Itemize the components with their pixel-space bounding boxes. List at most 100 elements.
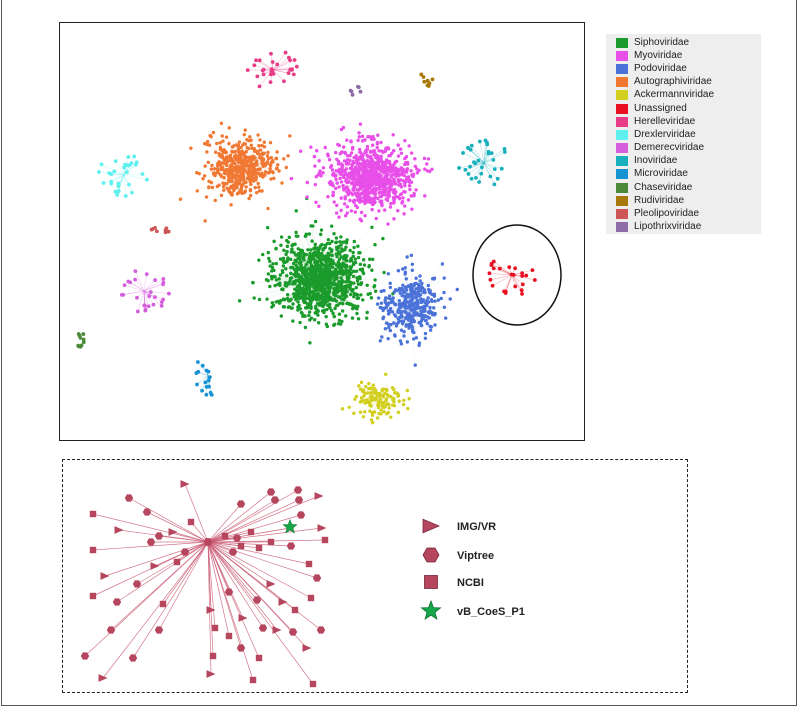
network-node bbox=[244, 155, 248, 160]
network-node bbox=[302, 314, 307, 318]
network-node bbox=[261, 252, 265, 257]
network-node bbox=[233, 168, 238, 173]
network-node bbox=[358, 187, 363, 191]
network-node bbox=[265, 154, 270, 158]
network-node bbox=[252, 155, 256, 159]
network-node bbox=[385, 178, 389, 183]
network-node bbox=[215, 167, 220, 171]
network-node bbox=[388, 153, 392, 158]
network-edge bbox=[511, 274, 516, 287]
network-node bbox=[329, 265, 334, 269]
network-node bbox=[340, 284, 344, 289]
network-node bbox=[341, 125, 346, 130]
network-node bbox=[372, 191, 376, 196]
network-node bbox=[337, 312, 342, 316]
network-node bbox=[380, 202, 384, 206]
network-node bbox=[365, 316, 369, 320]
network-node bbox=[308, 277, 313, 281]
network-node bbox=[306, 267, 311, 271]
network-node bbox=[387, 190, 391, 194]
network-node bbox=[330, 282, 335, 287]
network-node bbox=[415, 171, 420, 175]
network-node bbox=[308, 290, 312, 295]
network-node bbox=[331, 311, 335, 316]
network-node bbox=[324, 314, 328, 319]
network-node bbox=[352, 281, 356, 285]
network-node bbox=[389, 164, 393, 168]
network-node bbox=[345, 185, 349, 190]
network-node bbox=[296, 290, 301, 295]
network-node bbox=[311, 275, 315, 279]
network-node bbox=[195, 170, 199, 175]
network-node bbox=[351, 250, 355, 255]
network-node bbox=[342, 186, 346, 191]
network-node bbox=[297, 296, 301, 301]
network-node bbox=[231, 150, 235, 154]
network-node bbox=[232, 176, 237, 180]
network-node bbox=[353, 210, 358, 214]
network-node bbox=[251, 176, 256, 180]
network-node bbox=[273, 275, 277, 279]
network-node bbox=[337, 215, 341, 219]
network-node bbox=[225, 181, 229, 186]
network-node bbox=[353, 170, 357, 174]
network-node bbox=[334, 303, 339, 308]
network-node bbox=[332, 200, 336, 204]
network-node bbox=[266, 278, 270, 283]
network-node bbox=[219, 193, 224, 198]
network-node bbox=[225, 156, 229, 160]
network-node bbox=[356, 255, 361, 260]
network-node bbox=[364, 173, 369, 177]
network-node bbox=[309, 306, 313, 310]
network-node bbox=[261, 164, 265, 168]
network-node bbox=[386, 166, 390, 170]
network-node bbox=[302, 252, 306, 257]
network-node bbox=[396, 143, 400, 147]
network-node bbox=[243, 189, 248, 193]
network-node bbox=[414, 188, 418, 192]
network-node bbox=[285, 296, 290, 301]
network-node bbox=[399, 166, 403, 170]
network-node bbox=[307, 310, 312, 314]
network-node bbox=[305, 302, 310, 306]
network-node bbox=[314, 304, 318, 309]
network-edge bbox=[470, 149, 485, 164]
network-node bbox=[281, 297, 286, 301]
network-node bbox=[343, 195, 347, 199]
network-node bbox=[387, 325, 391, 330]
network-node bbox=[403, 162, 407, 167]
network-node bbox=[334, 263, 339, 267]
network-node bbox=[355, 276, 359, 280]
network-node bbox=[369, 190, 373, 195]
network-node bbox=[423, 167, 427, 171]
network-node bbox=[257, 156, 262, 160]
network-node bbox=[392, 201, 396, 205]
network-node bbox=[333, 306, 337, 311]
network-node bbox=[388, 183, 392, 187]
network-edge bbox=[123, 174, 127, 197]
network-node bbox=[271, 262, 275, 266]
network-node bbox=[289, 297, 293, 302]
network-node bbox=[406, 198, 411, 202]
network-edge bbox=[511, 274, 522, 291]
network-node bbox=[368, 171, 373, 176]
network-node bbox=[326, 238, 331, 242]
network-node bbox=[281, 258, 285, 263]
network-node bbox=[279, 298, 283, 303]
network-node bbox=[334, 177, 338, 182]
network-node bbox=[313, 246, 317, 250]
network-node bbox=[291, 265, 295, 270]
network-node bbox=[420, 281, 424, 286]
network-node bbox=[300, 249, 304, 254]
network-node bbox=[350, 163, 354, 168]
network-node bbox=[402, 212, 406, 216]
network-edge bbox=[409, 277, 445, 307]
network-node bbox=[235, 183, 239, 188]
network-node bbox=[381, 164, 385, 169]
network-node bbox=[382, 176, 387, 180]
network-node bbox=[241, 143, 245, 147]
network-edge bbox=[143, 290, 162, 307]
network-node bbox=[279, 314, 284, 318]
network-node bbox=[313, 311, 317, 315]
network-node bbox=[337, 244, 341, 249]
